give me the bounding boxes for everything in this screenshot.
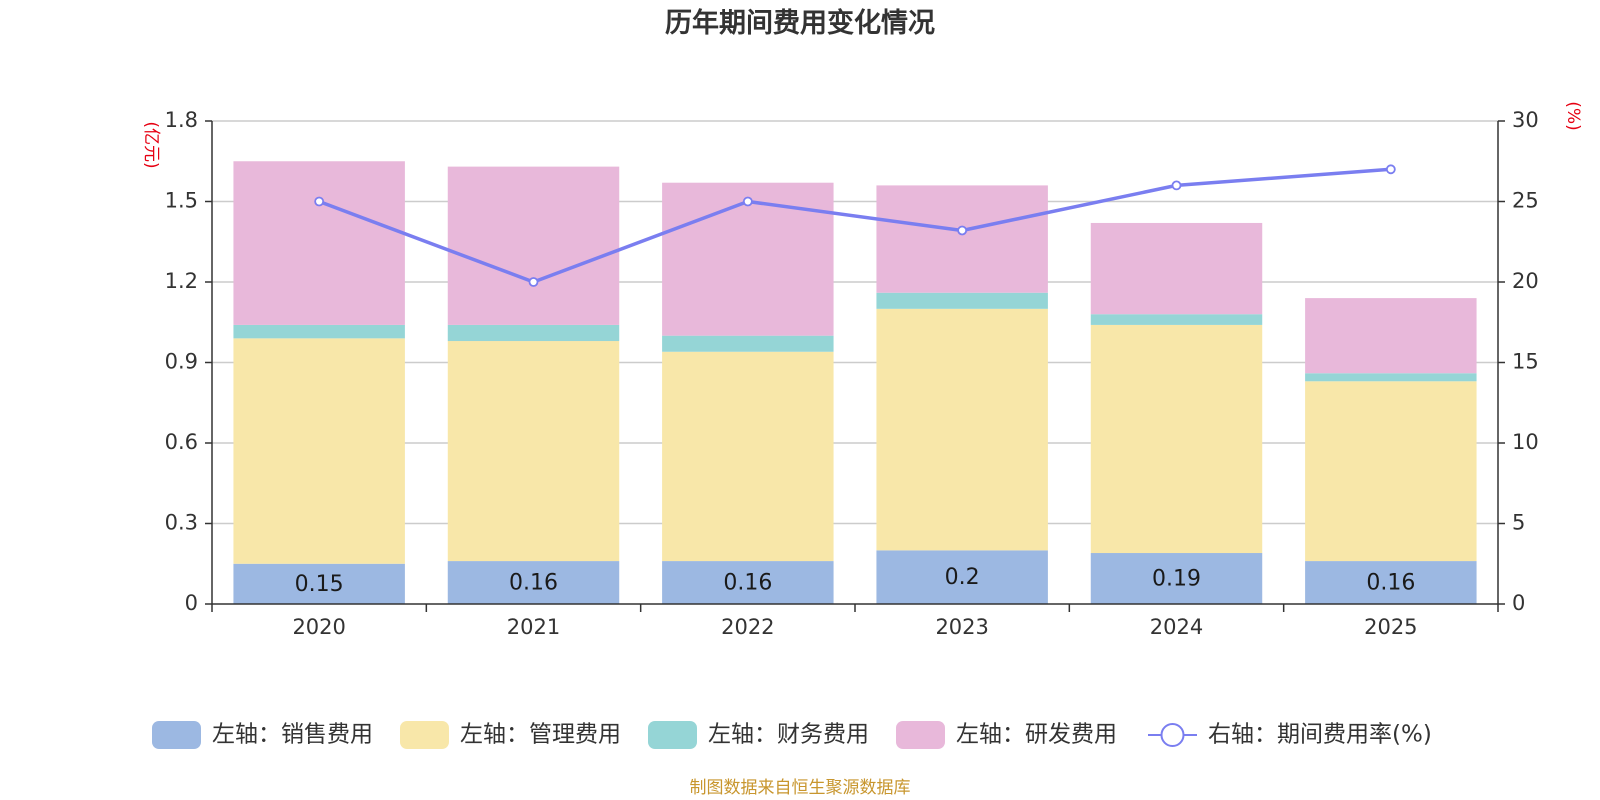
rate-line-point [528,277,539,287]
x-axis-tick-label: 2021 [507,615,560,639]
legend-label: 左轴：研发费用 [956,722,1117,748]
bar-data-label: 0.19 [1152,567,1201,592]
rate-line-point [314,196,325,207]
left-axis-tick-label: 0.9 [165,350,198,374]
legend: 左轴：销售费用 左轴：管理费用 左轴：财务费用 左轴：研发费用 右轴：期间费用率(%) [152,721,1432,749]
left-axis-tick-label: 1.2 [165,269,198,293]
right-axis-tick-label: 25 [1512,189,1539,213]
x-axis-tick-label: 2024 [1150,615,1203,639]
bar-segment [876,292,1048,309]
legend-swatch [400,721,449,749]
bar-data-label: 0.2 [945,565,980,590]
grid-lines [212,120,1498,525]
bar-segment [1090,314,1263,325]
bar-segment [447,341,620,562]
bar-segment [876,308,1048,551]
x-axis-tick-label: 2025 [1364,615,1417,639]
chart-title: 历年期间费用变化情况 [665,7,935,39]
bar-segment [662,335,834,352]
legend-item: 左轴：财务费用 [648,721,869,749]
bar-data-label: 0.16 [1366,571,1415,596]
left-axis-unit: (亿元) [141,121,161,168]
legend-label: 左轴：管理费用 [460,722,621,748]
legend-item: 左轴：研发费用 [896,721,1117,749]
bar-segment [1305,561,1477,604]
bar-segment [233,338,405,564]
bar-data-label: 0.16 [509,571,558,596]
bar-segment [1090,553,1263,604]
x-axis-tick-label: 2022 [721,615,774,639]
legend-marker [1160,723,1185,747]
rate-line [314,164,1396,287]
bar-segment [233,324,405,339]
bar-segment [662,351,834,562]
bar-segment [662,561,834,604]
legend-label: 左轴：销售费用 [212,722,373,748]
left-axis-tick-label: 0.3 [165,511,198,535]
legend-item: 左轴：管理费用 [400,721,621,749]
left-axis-tick-label: 0 [185,591,198,615]
bar-segment [233,563,405,604]
x-axis-tick-label: 2023 [935,615,988,639]
source-note: 制图数据来自恒生聚源数据库 [690,778,911,798]
left-axis-tick-label: 1.8 [165,108,198,132]
legend-item: 右轴：期间费用率(%) [1148,722,1432,748]
x-axis-tick-label: 2020 [292,615,345,639]
bar-segment [1090,222,1263,315]
bar-data-label: 0.16 [723,571,772,596]
right-axis-tick-label: 0 [1512,591,1525,615]
bar-segment [1090,324,1263,554]
rate-line-point [742,196,753,207]
left-axis-tick-label: 1.5 [165,189,198,213]
rate-line-path [318,167,1391,284]
bar-segment [447,166,620,325]
bar-segment [876,550,1048,604]
right-axis-tick-label: 5 [1512,511,1525,535]
bars [233,161,1477,604]
legend-label: 右轴：期间费用率(%) [1208,722,1432,748]
legend-item: 左轴：销售费用 [152,721,373,749]
legend-label: 左轴：财务费用 [708,722,869,748]
bar-data-label: 0.15 [295,572,344,597]
legend-swatch [648,721,697,749]
right-axis-tick-label: 30 [1512,108,1539,132]
right-axis-tick-label: 15 [1512,350,1539,374]
bar-segment [1305,298,1477,374]
legend-swatch [896,721,945,749]
bar-segment [1305,373,1477,382]
rate-line-point [1171,180,1182,191]
rate-line-point [957,225,968,236]
bar-segment [233,161,405,325]
bar-segment [876,185,1048,293]
left-axis-tick-label: 0.6 [165,430,198,454]
right-axis-tick-label: 10 [1512,430,1539,454]
rate-line-point [1385,164,1396,175]
data-labels: 0.15 0.16 0.16 0.2 0.19 0.16 [295,565,1416,597]
legend-swatch [152,721,201,749]
right-axis-unit: (%) [1563,101,1583,130]
bar-segment [1305,381,1477,562]
bar-segment [447,324,620,342]
bar-segment [447,561,620,604]
right-axis-tick-label: 20 [1512,269,1539,293]
